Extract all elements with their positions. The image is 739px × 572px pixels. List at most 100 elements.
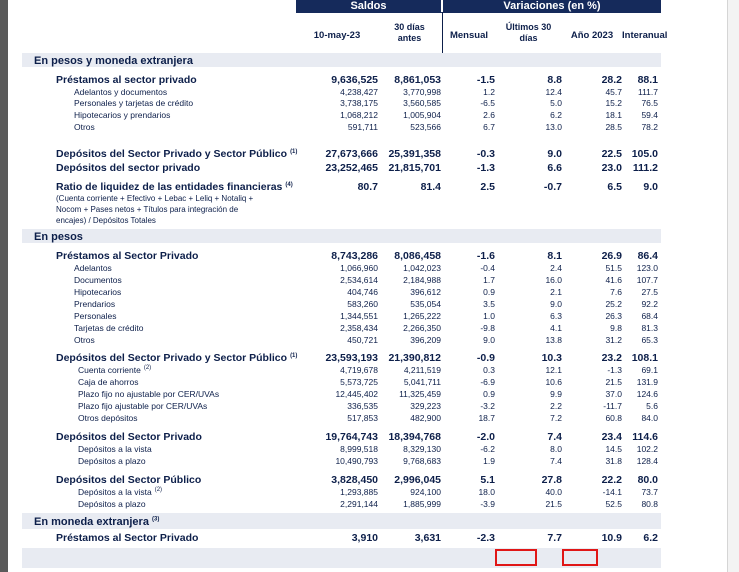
cell-value: 60.8 — [605, 413, 622, 423]
row-label: Depósitos del Sector Público — [56, 474, 202, 486]
cell-value: 14.5 — [605, 444, 622, 454]
cell-value: -0.3 — [476, 148, 495, 160]
cell-value: 2.1 — [550, 287, 562, 297]
row-label: Adelantos y documentos — [74, 87, 168, 97]
ratio-note-line: encajes) / Depósitos Totales — [56, 216, 156, 225]
vertical-scrollbar[interactable] — [727, 0, 739, 572]
cell-value: -1.5 — [476, 74, 495, 86]
cell-value: 6.7 — [483, 122, 495, 132]
cell-value: 23.0 — [601, 162, 622, 174]
cell-value: 124.6 — [636, 389, 658, 399]
cell-value: 9,636,525 — [331, 74, 378, 86]
cell-value: 12.1 — [545, 365, 562, 375]
cell-value: -2.0 — [476, 431, 495, 443]
saldos-title: Saldos — [350, 0, 387, 12]
row-label: Personales — [74, 311, 117, 321]
section-title: En pesos y moneda extranjera — [34, 55, 193, 67]
cell-value: 28.2 — [601, 74, 622, 86]
cell-value: 108.1 — [631, 352, 658, 364]
cell-value: 2.4 — [550, 263, 562, 273]
cell-value: 5,573,725 — [340, 377, 378, 387]
cell-value: -6.2 — [480, 444, 495, 454]
cell-value: -3.2 — [480, 401, 495, 411]
row-label: Préstamos al sector privado — [56, 74, 197, 86]
row-label: Hipotecarios — [74, 287, 122, 297]
cell-value: 8,743,286 — [331, 250, 378, 262]
cell-value: 76.5 — [641, 98, 658, 108]
cell-value: 1,885,999 — [403, 499, 441, 509]
cell-value: 1.2 — [483, 87, 495, 97]
cell-value: 4,719,678 — [340, 365, 378, 375]
cell-value: 7.6 — [610, 287, 622, 297]
window-left-edge — [0, 0, 8, 572]
cell-value: 2.5 — [480, 181, 495, 193]
cell-value: 9.8 — [610, 323, 622, 333]
row-label: Ratio de liquidez de las entidades finan… — [56, 181, 293, 193]
cell-value: 517,853 — [347, 413, 378, 423]
cell-value: 523,566 — [410, 122, 441, 132]
cell-value: -2.3 — [476, 532, 495, 544]
cell-value: 18.7 — [478, 413, 495, 423]
cell-value: 7.7 — [547, 532, 562, 544]
row-label: Préstamos al Sector Privado — [56, 532, 199, 544]
cell-value: -0.7 — [543, 181, 562, 193]
row-label: Otros — [74, 335, 95, 345]
ratio-note-line: (Cuenta corriente + Efectivo + Lebac + L… — [56, 194, 254, 203]
cell-value: 31.8 — [605, 456, 622, 466]
table-header: Saldos Variaciones (en %) 10-may-23 30 d… — [22, 0, 668, 53]
cell-value: 81.4 — [420, 181, 441, 193]
col-date-header: 10-may-23 — [313, 30, 361, 41]
row-label: Préstamos al Sector Privado — [56, 250, 199, 262]
cell-value: 2,291,144 — [340, 499, 378, 509]
row-label: Otros — [74, 122, 95, 132]
cell-value: 404,746 — [347, 287, 378, 297]
cell-value: 88.1 — [637, 74, 658, 86]
cell-value: 131.9 — [636, 377, 658, 387]
row-label: Depósitos del Sector Privado y Sector Pú… — [56, 148, 298, 160]
cell-value: 10.3 — [541, 352, 562, 364]
cell-value: -6.9 — [480, 377, 495, 387]
cell-value: 0.3 — [483, 365, 495, 375]
cell-value: 40.0 — [545, 487, 562, 497]
cell-value: 28.5 — [605, 122, 622, 132]
cell-value: 3,738,175 — [340, 98, 378, 108]
column-header-row — [296, 12, 661, 53]
cell-value: 65.3 — [641, 335, 658, 345]
cell-value: 1,265,222 — [403, 311, 441, 321]
cell-value: 3,910 — [351, 532, 378, 544]
row-label: Depósitos a plazo — [78, 456, 146, 466]
cell-value: -11.7 — [603, 401, 622, 411]
cell-value: 22.2 — [601, 474, 622, 486]
cell-value: 5.0 — [550, 98, 562, 108]
cell-value: 482,900 — [410, 413, 441, 423]
cell-value: 11,325,459 — [399, 389, 441, 399]
cell-value: 16.0 — [545, 275, 562, 285]
col-interanual-header: Interanual — [622, 30, 668, 41]
cell-value: 2,184,988 — [403, 275, 441, 285]
section-band — [22, 53, 661, 67]
cell-value: 3,560,585 — [403, 98, 441, 108]
cell-value: 1.7 — [483, 275, 495, 285]
cell-value: 10,490,793 — [335, 456, 378, 466]
cell-value: 396,612 — [410, 287, 441, 297]
cell-value: 8,329,130 — [403, 444, 441, 454]
cell-value: 128.4 — [636, 456, 658, 466]
cell-value: 25,391,358 — [388, 148, 441, 160]
cell-value: 2,996,045 — [394, 474, 441, 486]
cell-value: 7.4 — [547, 431, 562, 443]
cell-value: 69.1 — [641, 365, 658, 375]
cell-value: -0.9 — [476, 352, 495, 364]
cell-value: 123.0 — [636, 263, 658, 273]
cell-value: 25.2 — [605, 299, 622, 309]
ratio-note-line: Nocom + Pases netos + Títulos para integ… — [56, 205, 239, 214]
highlight-box-anio — [562, 549, 598, 566]
cell-value: 2,534,614 — [340, 275, 378, 285]
row-label: Documentos — [74, 275, 122, 285]
row-label: Depósitos a la vista — [78, 444, 152, 454]
cell-value: 21.5 — [545, 499, 562, 509]
cell-value: 9,768,683 — [403, 456, 441, 466]
col-ultimos30-header: Últimos 30 días — [505, 22, 552, 43]
cell-value: 23.4 — [601, 431, 622, 443]
cell-value: 450,721 — [347, 335, 378, 345]
cell-value: 84.0 — [641, 413, 658, 423]
